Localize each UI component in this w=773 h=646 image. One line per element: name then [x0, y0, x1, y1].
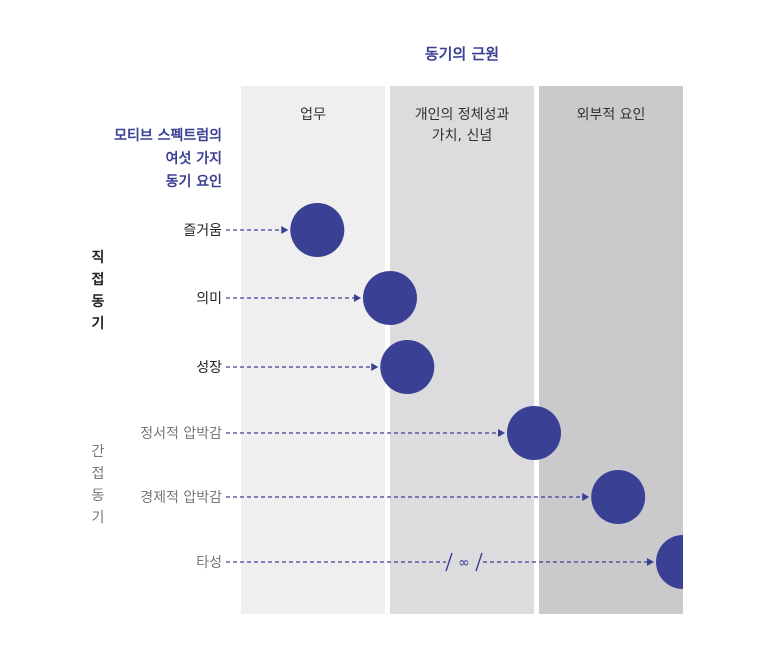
factor-arrowhead: [647, 558, 654, 566]
factor-label: 타성: [196, 555, 222, 571]
group-label-char: 접: [92, 466, 105, 482]
factor-marker: [380, 340, 435, 394]
group-label-char: 동: [92, 294, 105, 310]
column-label: 가치, 신념: [432, 128, 492, 144]
factor-marker: [363, 271, 417, 325]
group-label-char: 동: [92, 488, 105, 504]
group-label-char: 직: [92, 249, 105, 266]
axis-break-mark: [445, 552, 453, 572]
factor-label: 의미: [196, 291, 222, 307]
column-label: 개인의 정체성과: [415, 107, 510, 123]
factor-marker: [591, 470, 646, 524]
factor-arrowhead: [371, 363, 379, 371]
spectrum-label-line: 여섯 가지: [166, 150, 222, 167]
factor-label: 성장: [196, 360, 222, 376]
group-label-char: 간: [92, 444, 105, 460]
factor-arrowhead: [498, 429, 505, 437]
column-band-0: [241, 86, 385, 614]
factor-marker: [290, 203, 345, 257]
factor-marker: [507, 406, 561, 460]
spectrum-label-line: 모티브 스펙트럼의: [114, 127, 222, 144]
spectrum-label-line: 동기 요인: [166, 173, 222, 190]
group-label-char: 기: [92, 316, 105, 332]
infinity-symbol: ∞: [458, 555, 470, 571]
factor-label: 정서적 압박감: [140, 426, 222, 442]
factor-arrowhead: [281, 226, 289, 234]
column-label: 외부적 요인: [577, 107, 646, 123]
diagram-title: 동기의 근원: [425, 45, 499, 63]
factor-marker: [656, 535, 683, 589]
group-label-char: 기: [92, 510, 105, 526]
factor-arrowhead: [582, 493, 590, 501]
group-label-char: 접: [92, 272, 105, 288]
source-columns: [241, 86, 683, 614]
factor-arrowhead: [354, 294, 361, 302]
factor-label: 즐거움: [183, 223, 222, 239]
column-band-2: [539, 86, 683, 614]
column-label: 업무: [300, 107, 326, 123]
factor-label: 경제적 압박감: [140, 490, 222, 506]
axis-break-mark: [475, 552, 483, 572]
